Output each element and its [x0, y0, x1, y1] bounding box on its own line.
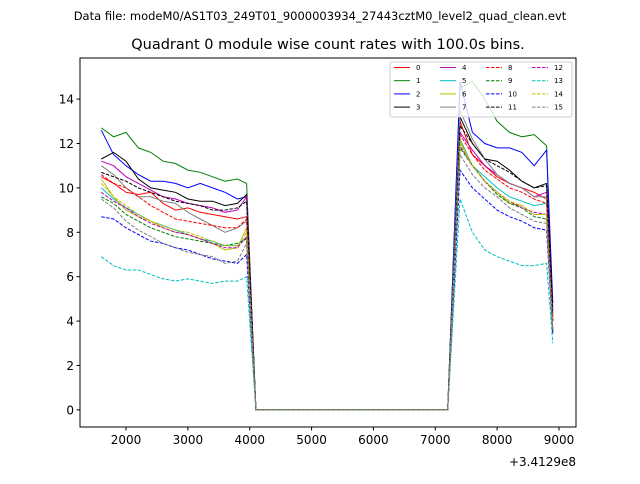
x-tick-label: 8000: [482, 433, 513, 447]
series-line-10: [101, 168, 554, 411]
x-tick-label: 9000: [544, 433, 575, 447]
y-tick-label: 10: [59, 181, 74, 195]
x-tick-label: 3000: [173, 433, 204, 447]
legend-label-11: 11: [508, 104, 517, 112]
x-tick-label: 4000: [234, 433, 265, 447]
series-line-4: [101, 130, 554, 411]
y-tick-label: 6: [66, 270, 74, 284]
suptitle: Data file: modeM0/AS1T03_249T01_90000039…: [74, 9, 567, 23]
y-tick-label: 0: [66, 403, 74, 417]
series-line-2: [100, 81, 554, 411]
series-line-11: [101, 124, 554, 411]
legend-label-14: 14: [554, 90, 563, 98]
legend-label-6: 6: [462, 90, 467, 98]
legend-label-2: 2: [416, 90, 420, 98]
chart-title: Quadrant 0 module wise count rates with …: [131, 37, 525, 53]
legend-label-10: 10: [508, 90, 517, 98]
legend-label-15: 15: [554, 104, 563, 112]
legend-label-9: 9: [508, 77, 512, 85]
legend-label-7: 7: [462, 104, 466, 112]
x-tick-label: 7000: [420, 433, 451, 447]
y-tick-label: 12: [59, 137, 74, 151]
legend-label-12: 12: [554, 64, 563, 72]
series-line-13: [101, 198, 554, 411]
legend-box: [389, 61, 573, 118]
x-offset-label: +3.4129e8: [509, 455, 576, 469]
y-tick-label: 2: [66, 359, 74, 373]
series-line-15: [101, 152, 554, 411]
series-line-0: [101, 121, 554, 411]
x-tick-label: 5000: [296, 433, 327, 447]
legend-label-4: 4: [462, 64, 467, 72]
y-tick-label: 14: [59, 93, 74, 107]
axes-frame: [79, 57, 577, 428]
axis-ticks: 2000 3000 4000 5000 6000 7000 8000 9000 0 2 4 6 8 10 1…: [59, 93, 575, 447]
series-line-7: [101, 110, 554, 411]
legend-label-13: 13: [554, 77, 563, 85]
legend-label-8: 8: [508, 64, 512, 72]
series-line-12: [101, 144, 554, 411]
legend-label-5: 5: [462, 77, 466, 85]
y-tick-label: 8: [66, 226, 74, 240]
legend-label-0: 0: [416, 64, 420, 72]
series-line-14: [100, 141, 554, 411]
series-line-8: [101, 132, 554, 411]
series-line-5: [100, 138, 554, 411]
legend-label-1: 1: [416, 77, 420, 85]
x-tick-label: 6000: [358, 433, 389, 447]
series-line-3: [101, 116, 554, 411]
legend-label-3: 3: [416, 104, 420, 112]
series-line-9: [101, 146, 554, 411]
series-line-1: [101, 80, 554, 411]
x-tick-label: 2000: [111, 433, 142, 447]
y-tick-label: 4: [66, 315, 74, 329]
plot-area: [100, 80, 554, 411]
